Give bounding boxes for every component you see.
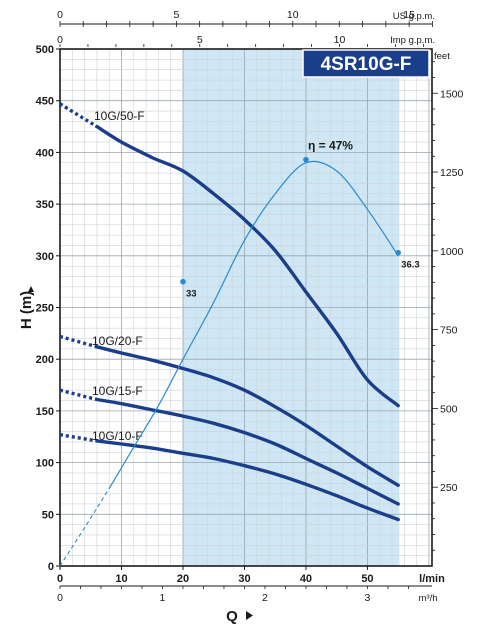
- efficiency-marker: [303, 156, 309, 163]
- head-curve: [95, 345, 400, 487]
- y-tick-label: 0: [48, 561, 54, 573]
- x-tick-label: 0: [57, 573, 63, 585]
- x-tick-label: 10: [115, 573, 127, 585]
- y-tick-label: 50: [42, 509, 54, 521]
- bottom-axes: 0 10 20 30 40 50 l/min 0 1 2 3 m³/h: [57, 566, 445, 604]
- model-badge: 4SR10G-F: [302, 49, 430, 78]
- head-curve-dashed: [59, 388, 98, 402]
- y-axis-title: H (m): [18, 291, 35, 329]
- head-curve: [95, 439, 400, 522]
- head-curve-dashed: [59, 102, 98, 129]
- head-curve-label: 10G/15-F: [92, 384, 143, 398]
- m3h-tick-label: 0: [57, 592, 63, 604]
- y-tick-label: 300: [36, 251, 54, 263]
- head-curve-label: 10G/50-F: [94, 109, 145, 123]
- head-curve-label: 10G/20-F: [92, 334, 143, 348]
- head-curves: 10G/50-F 10G/20-F 10G/15-F 10G/10-F: [59, 102, 400, 522]
- chart-title: 4SR10G-F: [321, 54, 412, 75]
- usgpm-axis-label: US g.p.m.: [393, 11, 435, 22]
- y-tick-label: 100: [36, 458, 54, 470]
- head-curve-dashed: [59, 433, 98, 443]
- impgpm-tick-label: 10: [334, 34, 346, 46]
- efficiency-marker-label: 33: [186, 289, 197, 300]
- y-tick-label: 450: [36, 96, 54, 108]
- impgpm-tick-label: 0: [57, 34, 63, 46]
- m3h-tick-label: 3: [365, 592, 371, 604]
- efficiency-curve-line: [108, 160, 399, 489]
- feet-tick-label: 250: [440, 482, 458, 494]
- x-axis-title: Q: [226, 608, 238, 625]
- m3h-tick-label: 1: [160, 592, 166, 604]
- y-axis-arrow-icon: [28, 286, 34, 292]
- m3h-tick-label: 2: [262, 592, 268, 604]
- grid: [60, 49, 432, 566]
- x-axis-unit: l/min: [419, 573, 445, 585]
- usgpm-tick-label: 0: [57, 9, 63, 21]
- y-tick-label: 350: [36, 199, 54, 211]
- head-curve-dashed: [59, 334, 98, 349]
- x-tick-label: 20: [177, 573, 189, 585]
- head-curve: [95, 124, 400, 408]
- feet-tick-label: 1500: [440, 88, 464, 100]
- efficiency-marker: [395, 249, 401, 256]
- feet-tick-label: 500: [440, 403, 458, 415]
- m3h-axis-label: m³/h: [419, 593, 438, 604]
- efficiency-curve: 33 36.3 η = 47%: [59, 139, 420, 567]
- x-axis-arrow-icon: [246, 611, 253, 620]
- usgpm-tick-label: 10: [287, 9, 299, 21]
- usgpm-tick-label: 15: [403, 9, 415, 21]
- y-axis-meters: 0 50 100 150 200 250 300 350 400 450 500: [36, 44, 60, 573]
- efficiency-curve-dashed: [59, 488, 110, 567]
- feet-tick-label: 750: [440, 325, 458, 337]
- x-tick-label: 50: [361, 573, 373, 585]
- model-badge-box: [302, 49, 430, 78]
- head-curve: [95, 397, 400, 506]
- feet-tick-label: 1000: [440, 246, 464, 258]
- y-axis-feet: 250 500 750 1000 1250 1500 feet: [432, 51, 464, 551]
- feet-axis-label: feet: [434, 51, 450, 62]
- axis-titles: H (m) Q: [18, 286, 253, 625]
- efficiency-marker-label: 36.3: [401, 260, 420, 271]
- x-tick-label: 40: [300, 573, 312, 585]
- x-tick-label: 30: [238, 573, 250, 585]
- efficiency-peak-label: η = 47%: [308, 139, 353, 153]
- y-tick-label: 400: [36, 147, 54, 159]
- usgpm-tick-label: 5: [173, 9, 179, 21]
- y-tick-label: 200: [36, 354, 54, 366]
- impgpm-axis-label: Imp g.p.m.: [390, 35, 435, 46]
- y-tick-label: 250: [36, 303, 54, 315]
- impgpm-tick-label: 5: [197, 34, 203, 46]
- y-tick-label: 500: [36, 44, 54, 56]
- feet-tick-label: 1250: [440, 167, 464, 179]
- y-tick-label: 150: [36, 406, 54, 418]
- efficiency-marker: [180, 278, 186, 285]
- head-curve-label: 10G/10-F: [92, 429, 143, 443]
